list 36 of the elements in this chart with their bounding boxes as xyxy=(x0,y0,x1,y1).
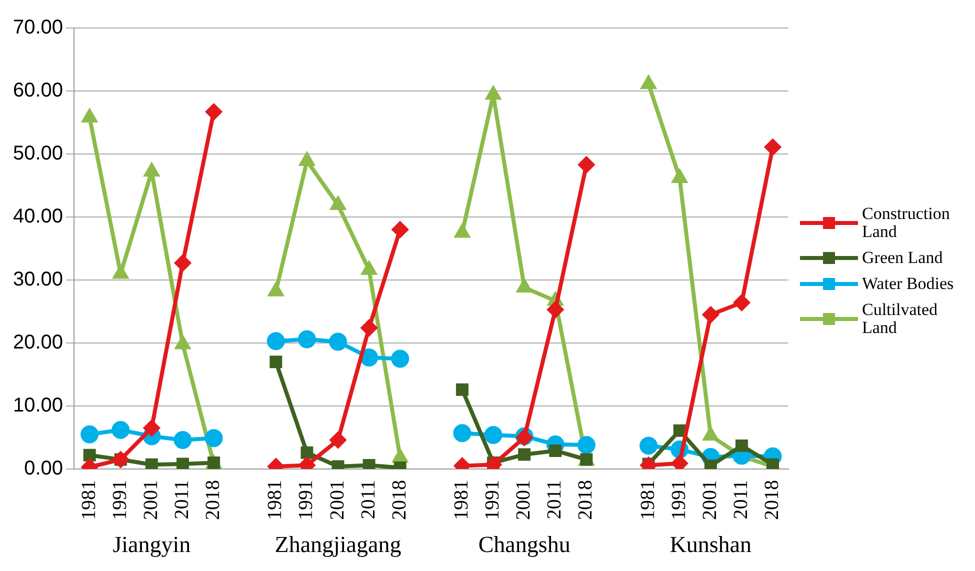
x-tick-label: 1991 xyxy=(668,480,690,520)
x-tick-label: 1981 xyxy=(636,480,659,520)
legend-label: Cultilvated Land xyxy=(862,300,939,337)
x-tick-label: 2001 xyxy=(512,480,535,520)
x-tick-label: 1991 xyxy=(108,480,131,520)
x-tick-label: 2011 xyxy=(544,480,566,520)
text: Kunshan xyxy=(670,532,752,558)
y-tick-label: 30.00 xyxy=(12,268,64,291)
legend-label: Green Land xyxy=(862,248,944,267)
x-tick-label: 2001 xyxy=(698,480,721,520)
y-tick-label: 60.00 xyxy=(12,80,64,102)
x-tick-label: 2001 xyxy=(326,480,348,520)
legend-label: Construction Land xyxy=(862,204,951,241)
x-tick-label: 2001 xyxy=(140,480,162,520)
x-tick-label: 2018 xyxy=(574,480,597,520)
x-tick-label: 2011 xyxy=(170,480,193,520)
y-tick-label: 70.00 xyxy=(12,16,64,39)
y-tick-label: 50.00 xyxy=(12,142,64,165)
legend-label: Water Bodies xyxy=(862,274,955,293)
x-tick-label: 2018 xyxy=(388,480,410,520)
x-tick-label: 2011 xyxy=(357,480,380,520)
x-tick-label: 1991 xyxy=(295,480,318,520)
x-tick-label: 2011 xyxy=(730,480,752,520)
y-tick-label: 40.00 xyxy=(12,206,64,228)
x-tick-label: 1981 xyxy=(450,480,472,520)
x-tick-label: 1991 xyxy=(482,480,504,520)
y-tick-label: 10.00 xyxy=(12,394,64,417)
x-tick-label: 2018 xyxy=(202,480,224,520)
y-tick-label: 20.00 xyxy=(12,332,64,354)
text: Zhangjiagang xyxy=(274,532,402,558)
x-tick-label: 1981 xyxy=(264,480,286,520)
text: Changshu xyxy=(478,532,570,558)
x-tick-label: 1981 xyxy=(78,480,100,520)
text: Jiangyin xyxy=(112,532,191,558)
x-tick-label: 2018 xyxy=(761,480,784,520)
y-tick-label: 0.00 xyxy=(24,458,64,480)
